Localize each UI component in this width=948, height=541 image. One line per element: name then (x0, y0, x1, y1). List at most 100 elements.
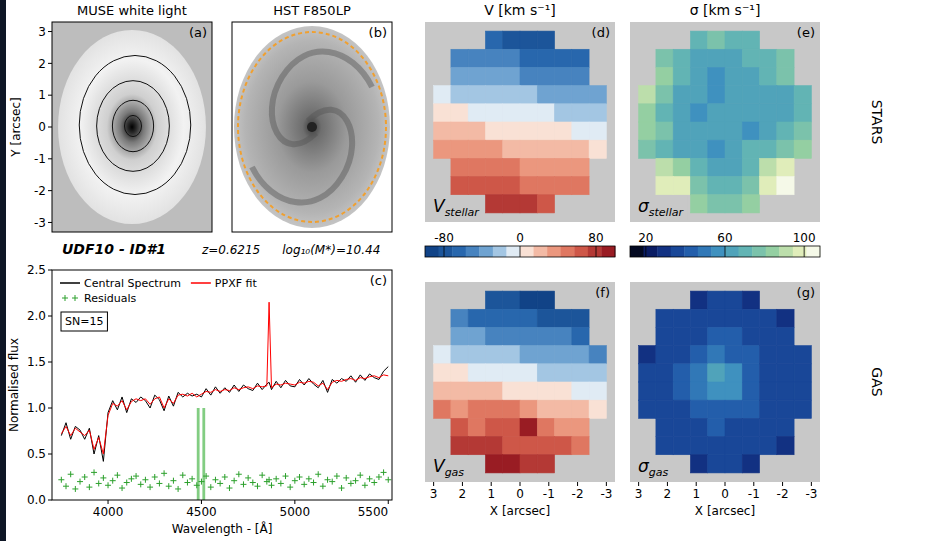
map-cell (708, 177, 725, 195)
colorbar-segment (766, 246, 780, 257)
map-cell (777, 309, 794, 327)
residual-point (334, 473, 340, 479)
map-cell (708, 364, 725, 382)
residual-point (142, 477, 148, 483)
map-cell (434, 122, 451, 140)
tick (491, 482, 492, 486)
map-cell (656, 86, 673, 104)
map-cell (555, 364, 572, 382)
panel-label: (b) (369, 25, 387, 40)
residual-point (170, 478, 176, 484)
map-cell (503, 291, 520, 309)
map-cell (503, 418, 520, 436)
map-cell (434, 400, 451, 418)
map-cell (794, 122, 811, 140)
inset-subscript: stellar (649, 206, 685, 219)
axis-title: Normalised flux (7, 338, 21, 432)
map-cell (451, 177, 468, 195)
residual-point (266, 477, 272, 483)
map-cell (520, 455, 537, 473)
map-cell (503, 400, 520, 418)
map-cell (468, 49, 485, 67)
residual-point (152, 474, 158, 480)
map-cell (742, 31, 759, 49)
residual-point (376, 474, 382, 480)
map-cell (468, 346, 485, 364)
map-cell (520, 327, 537, 345)
map-cell (690, 455, 707, 473)
map-cell (639, 382, 656, 400)
colorbar-tick (520, 246, 521, 257)
inset-subscript: stellar (445, 206, 481, 219)
tick (433, 482, 434, 486)
axis-title: X [arcsec] (695, 504, 755, 518)
map-cell (656, 158, 673, 176)
map-cell (656, 327, 673, 345)
map-cell (708, 327, 725, 345)
colorbar-label: 80 (588, 231, 603, 245)
residual-point (184, 480, 190, 486)
map-cell (503, 364, 520, 382)
map-cell (537, 346, 554, 364)
aperture-outline (238, 32, 386, 222)
tick-label: 0 (38, 120, 46, 134)
figure: MUSE white light-3-2-10123Y [arcsec](a)H… (0, 0, 948, 541)
map-cell (656, 437, 673, 455)
colorbar-segment (644, 246, 658, 257)
map-cell (485, 437, 502, 455)
map-cell (725, 400, 742, 418)
tick (48, 95, 52, 96)
map-cell (656, 309, 673, 327)
map-cell (760, 140, 777, 158)
map-cell (708, 382, 725, 400)
map-cell (520, 122, 537, 140)
residual-point (353, 478, 359, 484)
legend: Central SpectrumPPXF fitResiduals (60, 277, 257, 305)
colorbar-segment (520, 246, 534, 257)
map-cell (468, 437, 485, 455)
tick (388, 500, 389, 504)
colorbar-segment (698, 246, 712, 257)
colorbar-segment (493, 246, 507, 257)
map-cell (451, 309, 468, 327)
residual-point (339, 485, 345, 491)
map-cell (520, 437, 537, 455)
map-cell (673, 437, 690, 455)
map-cell (777, 364, 794, 382)
map-cell (760, 86, 777, 104)
residual-point (273, 476, 279, 482)
map-cell (572, 86, 589, 104)
map-cell (468, 309, 485, 327)
colorbar-segment (671, 246, 685, 257)
map-cell (725, 418, 742, 436)
map-cell (656, 122, 673, 140)
map-cell (503, 67, 520, 85)
tick-label: 1.0 (27, 401, 46, 415)
contour (79, 55, 191, 194)
residual-point (329, 479, 335, 485)
map-cell (572, 309, 589, 327)
map-cell (572, 327, 589, 345)
colorbar-segment (425, 246, 439, 257)
tick-label: 3 (38, 25, 46, 39)
map-cell (503, 158, 520, 176)
map-cell (555, 400, 572, 418)
residual-point (343, 475, 349, 481)
tick (201, 500, 202, 504)
tick (696, 482, 697, 486)
tick-label: 1.5 (27, 355, 46, 369)
map-cell (708, 455, 725, 473)
map-cell (572, 400, 589, 418)
map-cell (485, 309, 502, 327)
residual-point (348, 480, 354, 486)
legend-entry: Residuals (62, 292, 136, 305)
tick-label: 5500 (358, 505, 389, 519)
map-cell (742, 437, 759, 455)
map-cell (520, 67, 537, 85)
map-cell (708, 418, 725, 436)
tick-label: 0.5 (27, 447, 46, 461)
tick-label: 5000 (280, 505, 311, 519)
map-cell (589, 140, 606, 158)
tick-label: 2 (664, 487, 672, 501)
map-cell (656, 104, 673, 122)
